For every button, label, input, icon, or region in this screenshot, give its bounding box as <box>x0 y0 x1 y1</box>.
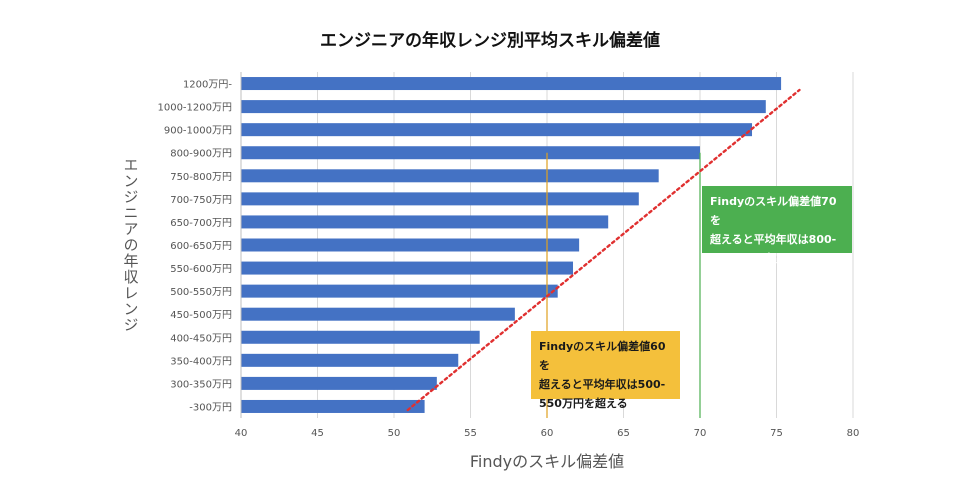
bar-7 <box>241 238 580 252</box>
category-label-14: -300万円 <box>189 402 232 413</box>
x-tick-label-70: 70 <box>694 428 707 439</box>
bar-6 <box>241 215 609 229</box>
category-label-10: 450-500万円 <box>170 310 232 321</box>
callout-70-line-3: 850万円を超える <box>710 252 799 265</box>
trendline <box>406 88 801 412</box>
bar-8 <box>241 261 574 275</box>
category-label-1: 1000-1200万円 <box>157 103 232 114</box>
category-label-2: 900-1000万円 <box>164 126 232 137</box>
bar-2 <box>241 123 753 137</box>
bar-1 <box>241 100 766 114</box>
bar-14 <box>241 399 425 413</box>
category-label-6: 650-700万円 <box>170 218 232 229</box>
x-tick-label-80: 80 <box>847 428 860 439</box>
bar-4 <box>241 169 659 183</box>
category-label-12: 350-400万円 <box>170 356 232 367</box>
y-axis-title: エンジニアの年収レンジ <box>121 157 140 333</box>
bar-3 <box>241 146 700 160</box>
bar-13 <box>241 376 437 390</box>
category-label-13: 300-350万円 <box>170 379 232 390</box>
bar-11 <box>241 330 480 344</box>
category-label-0: 1200万円- <box>183 80 232 91</box>
bar-9 <box>241 284 558 298</box>
x-tick-label-50: 50 <box>388 428 401 439</box>
category-label-9: 500-550万円 <box>170 287 232 298</box>
callout-70-line-1: Findyのスキル偏差値70を <box>710 195 837 227</box>
x-axis-title: Findyのスキル偏差値 <box>469 452 625 471</box>
bar-12 <box>241 353 459 367</box>
chart-title: エンジニアの年収レンジ別平均スキル偏差値 <box>320 31 660 51</box>
callout-60: Findyのスキル偏差値60を 超えると平均年収は500- 550万円を超える <box>531 331 680 410</box>
category-label-4: 750-800万円 <box>170 172 232 183</box>
category-label-11: 400-450万円 <box>170 333 232 344</box>
callout-60-line-1: Findyのスキル偏差値60を <box>539 340 666 372</box>
category-label-3: 800-900万円 <box>170 149 232 160</box>
x-tick-label-40: 40 <box>235 428 248 439</box>
x-tick-label-75: 75 <box>770 428 783 439</box>
x-tick-label-45: 45 <box>311 428 324 439</box>
callout-60-line-2: 超えると平均年収は500- <box>539 378 666 391</box>
bar-10 <box>241 307 515 321</box>
callout-70-line-2: 超えると平均年収は800- <box>710 233 837 246</box>
callout-70: Findyのスキル偏差値70を 超えると平均年収は800- 850万円を超える <box>702 186 852 265</box>
x-tick-label-60: 60 <box>541 428 554 439</box>
bar-0 <box>241 77 782 91</box>
x-tick-label-55: 55 <box>464 428 477 439</box>
callout-60-line-3: 550万円を超える <box>539 397 628 410</box>
bar-5 <box>241 192 639 206</box>
category-label-5: 700-750万円 <box>170 195 232 206</box>
category-label-8: 550-600万円 <box>170 264 232 275</box>
category-label-7: 600-650万円 <box>170 241 232 252</box>
x-tick-label-65: 65 <box>617 428 630 439</box>
